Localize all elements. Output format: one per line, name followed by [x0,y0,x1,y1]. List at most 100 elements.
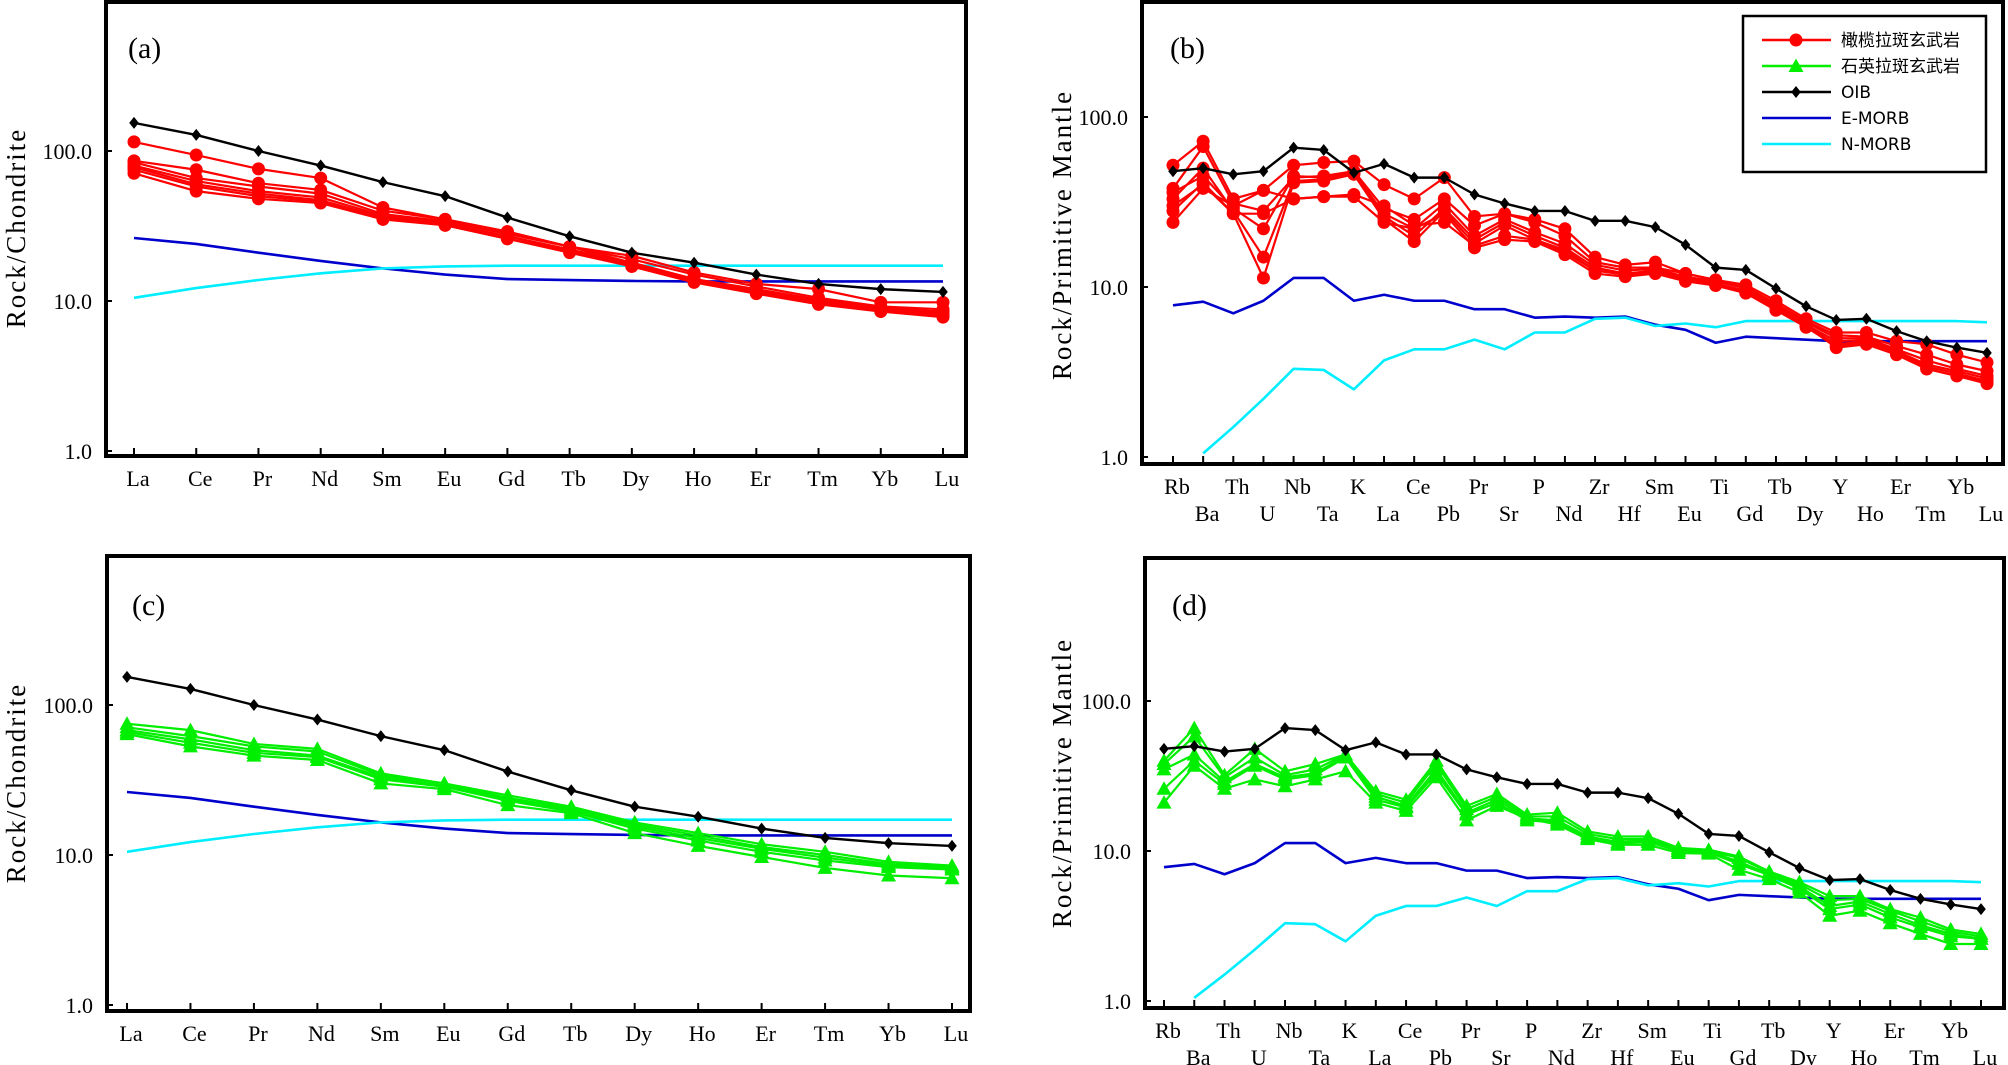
data-point [751,268,762,281]
series-n-morb [1193,876,1982,999]
x-tick-label-Sr: Sr [1491,1045,1511,1065]
data-point [1467,209,1481,223]
series-line [126,732,953,880]
data-point [127,166,141,180]
data-point [1679,274,1693,288]
data-point [1552,777,1563,790]
x-tick-label-Nd: Nd [308,1021,335,1046]
series-石英拉斑玄武岩-5 [119,726,960,885]
data-point [1739,285,1753,299]
data-point [1891,325,1902,338]
data-point [1590,214,1600,227]
data-point [1347,188,1361,202]
data-point [191,128,202,141]
data-point [1799,319,1813,333]
data-point [1437,215,1451,229]
y-tick-label: 1.0 [66,993,94,1018]
legend-label: N-MORB [1841,135,1911,155]
data-point [1186,720,1202,735]
data-point [883,837,894,850]
data-point [1347,154,1361,168]
x-tick-label-Sm: Sm [372,466,401,491]
x-tick-label-K: K [1342,1018,1358,1043]
x-tick-label-Sm: Sm [370,1021,399,1046]
data-point [119,726,135,741]
series-oib [1168,141,1992,359]
series-line [1163,764,1981,946]
series-n-morb [133,264,943,300]
x-tick-label-Tm: Tm [1915,501,1946,526]
data-point [185,682,196,695]
data-point [122,670,132,683]
x-tick-label-Nb: Nb [1276,1018,1303,1043]
x-tick-label-Ta: Ta [1308,1045,1330,1065]
x-tick-label-Ce: Ce [188,466,212,491]
series-line [1172,140,1988,364]
legend-item: OIB [1762,83,1871,103]
x-tick-label-Ho: Ho [1851,1045,1878,1065]
data-point [500,232,514,246]
panel-label: (c) [132,589,165,622]
x-tick-label-Tb: Tb [1761,1018,1785,1043]
data-point [1492,771,1502,784]
data-point [947,839,957,852]
legend-box [1741,14,1988,174]
x-tick-label-Dy: Dy [622,466,649,491]
data-point [875,283,886,296]
panel-label: (b) [1170,32,1205,65]
data-point [1166,215,1180,229]
series-line [1193,876,1982,999]
x-tick-label-Er: Er [750,466,771,491]
data-point [1498,219,1512,233]
data-point [309,752,325,766]
x-tick-label-Gd: Gd [498,1021,525,1046]
data-point [1920,362,1934,376]
x-tick-label-Dy: Dy [625,1021,652,1046]
data-point [1610,837,1626,851]
x-tick-label-Dy: Dy [1790,1045,1817,1065]
series-石英拉斑玄武岩-1 [119,716,960,872]
series-line [1172,171,1988,377]
data-point [1950,369,1964,383]
series-橄榄拉斑玄武岩-7 [1166,181,1994,388]
y-tick-label: 100.0 [44,693,94,718]
series-n-morb [1202,316,1988,455]
data-point [502,765,513,778]
series-oib [1159,722,1986,916]
data-point [1407,192,1421,206]
data-point [376,212,390,226]
data-point [689,256,699,269]
series-line [126,729,953,870]
data-point [1882,915,1898,930]
data-point [563,246,577,260]
x-tick-label-Th: Th [1225,474,1249,499]
legend-label: 石英拉斑玄武岩 [1841,57,1960,77]
data-point [1731,862,1747,876]
data-point [625,259,639,273]
data-point [1431,748,1442,761]
x-tick-label-Pb: Pb [1429,1045,1452,1065]
data-point [1407,219,1421,233]
data-point [1489,798,1505,812]
data-point [500,797,516,812]
x-tick-label-Pr: Pr [253,466,273,491]
series-line [133,264,943,300]
data-point [1580,831,1596,846]
data-point [189,148,203,162]
x-tick-label-Ti: Ti [1703,1018,1722,1043]
data-point [1582,786,1593,799]
x-tick-label-Eu: Eu [437,466,461,491]
data-point [1885,883,1896,896]
data-point [1317,174,1331,188]
legend-item: N-MORB [1762,135,1911,155]
data-point [1522,777,1532,790]
x-tick-label-Gd: Gd [498,466,525,491]
data-point [687,275,701,289]
data-point [1469,188,1480,201]
data-point [1912,926,1928,940]
y-tick-label: 10.0 [1093,839,1132,864]
x-tick-label-Pr: Pr [248,1021,268,1046]
series-line [1172,146,1988,355]
panel-c: 1.0 10.0 100.0 La Ce Pr Nd Sm Eu Gd Tb Dy Ho Er Tm Yb Lu… [1,554,972,1046]
data-point [1673,807,1684,820]
